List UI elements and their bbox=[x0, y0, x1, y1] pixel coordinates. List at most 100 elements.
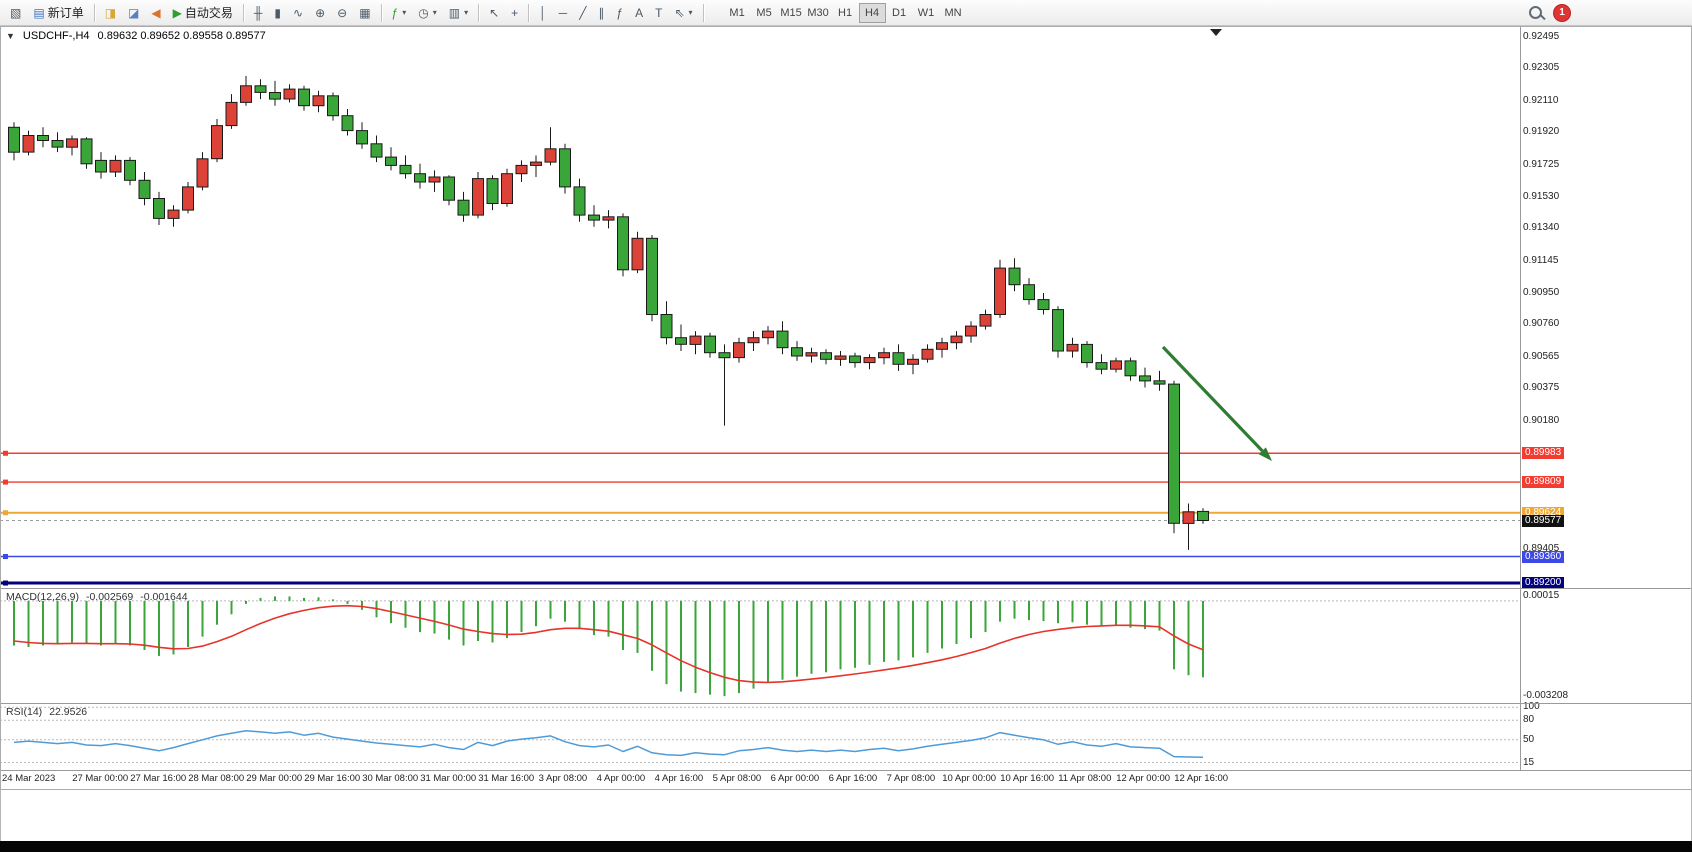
timeframe-m1-button[interactable]: M1 bbox=[724, 3, 751, 23]
search-icon[interactable] bbox=[1529, 6, 1542, 19]
line-handle[interactable] bbox=[3, 479, 8, 485]
candle bbox=[1139, 367, 1151, 388]
trendline-icon: ╱ bbox=[579, 5, 587, 20]
timeframe-h4-button[interactable]: H4 bbox=[858, 2, 886, 23]
price-axis-label: 0.92110 bbox=[1523, 94, 1559, 106]
profiles-button[interactable]: ◪ bbox=[123, 3, 144, 23]
timeframe-m5-button[interactable]: M5 bbox=[751, 3, 778, 23]
arrow-annotation[interactable] bbox=[1161, 345, 1264, 453]
macd-panel[interactable] bbox=[0, 589, 1520, 703]
timeframe-h1-button[interactable]: H1 bbox=[832, 3, 859, 23]
channel-button[interactable]: ∥ bbox=[593, 3, 609, 23]
candle bbox=[965, 321, 977, 343]
candle bbox=[167, 205, 180, 227]
cursor-button[interactable]: ↖ bbox=[484, 3, 504, 23]
toolbar-divider bbox=[478, 3, 480, 22]
candle bbox=[1008, 258, 1021, 292]
horizontal-line-button[interactable]: ─ bbox=[554, 3, 573, 23]
candle bbox=[269, 80, 281, 106]
timeframe-d1-button[interactable]: D1 bbox=[886, 3, 913, 23]
notification-badge[interactable]: 1 bbox=[1554, 4, 1570, 21]
time-axis-label: 11 Apr 08:00 bbox=[1058, 773, 1112, 784]
candle bbox=[414, 163, 426, 189]
panel-separator[interactable] bbox=[0, 703, 1692, 704]
toolbar-right-group: 1 bbox=[1529, 4, 1688, 21]
candle bbox=[1081, 341, 1093, 368]
alerts-button[interactable]: ◀ bbox=[146, 3, 165, 23]
rsi-axis-label: 50 bbox=[1523, 733, 1535, 745]
time-axis-separator bbox=[0, 770, 1692, 771]
candle bbox=[385, 147, 397, 171]
shift-marker-icon[interactable] bbox=[1210, 29, 1222, 36]
price-line-label: 0.89809 bbox=[1522, 476, 1565, 489]
bar-chart-mode-button[interactable]: ╫ bbox=[249, 3, 268, 23]
toolbar-divider bbox=[702, 3, 704, 22]
timeframe-m30-button[interactable]: M30 bbox=[805, 3, 832, 23]
crosshair-icon: + bbox=[511, 5, 519, 20]
new-chart-button[interactable]: ▧ bbox=[5, 3, 26, 23]
candle bbox=[1182, 503, 1195, 550]
text-icon: A bbox=[635, 5, 644, 20]
time-axis-label: 31 Mar 00:00 bbox=[420, 773, 477, 784]
line-handle[interactable] bbox=[3, 510, 8, 516]
candle bbox=[1023, 278, 1035, 305]
candle bbox=[617, 213, 629, 277]
timeframe-m15-button[interactable]: M15 bbox=[778, 3, 805, 23]
time-axis-label: 29 Mar 00:00 bbox=[246, 773, 303, 784]
trendline-button[interactable]: ╱ bbox=[574, 3, 591, 23]
dropdown-caret-icon: ▾ bbox=[688, 8, 693, 17]
candle bbox=[515, 160, 528, 182]
rsi-panel[interactable] bbox=[0, 704, 1520, 770]
candle-chart-mode-button[interactable]: ▮ bbox=[269, 3, 286, 23]
timeframe-mn-button[interactable]: MN bbox=[940, 3, 967, 23]
vertical-line-icon: │ bbox=[539, 5, 547, 20]
line-handle[interactable] bbox=[3, 580, 8, 586]
line-chart-icon: ∿ bbox=[293, 5, 304, 20]
candle bbox=[399, 155, 412, 179]
autotrading-button[interactable]: ▶ 自动交易 bbox=[168, 3, 238, 23]
time-axis-label: 10 Apr 16:00 bbox=[1000, 773, 1055, 784]
candle bbox=[1110, 357, 1122, 373]
templates-button[interactable]: ▥ ▾ bbox=[444, 3, 473, 23]
candle bbox=[196, 152, 209, 191]
crosshair-button[interactable]: + bbox=[506, 3, 523, 23]
time-axis-label: 27 Mar 00:00 bbox=[72, 773, 129, 784]
clock-icon: ◷ bbox=[418, 5, 429, 20]
line-handle[interactable] bbox=[3, 450, 8, 456]
indicators-icon: ƒ bbox=[391, 5, 399, 20]
candlestick-icon: ▮ bbox=[274, 5, 281, 20]
shapes-button[interactable]: ⇖ ▾ bbox=[669, 3, 697, 23]
text-label-button[interactable]: T bbox=[650, 3, 667, 23]
one-click-trading-toggle[interactable]: ▼ bbox=[6, 31, 15, 41]
time-axis-label: 30 Mar 08:00 bbox=[362, 773, 419, 784]
panel-separator[interactable] bbox=[0, 588, 1692, 589]
candle bbox=[153, 191, 165, 225]
new-chart-icon: ▧ bbox=[10, 5, 22, 20]
price-axis-label: 0.91920 bbox=[1523, 126, 1560, 138]
vertical-line-button[interactable]: │ bbox=[534, 3, 552, 23]
new-order-button[interactable]: ▤ 新订单 bbox=[28, 3, 88, 23]
tile-windows-button[interactable]: ▦ bbox=[354, 3, 375, 23]
line-handle[interactable] bbox=[3, 554, 8, 560]
candle bbox=[443, 175, 455, 206]
timeframe-w1-button[interactable]: W1 bbox=[913, 3, 940, 23]
candle bbox=[124, 157, 136, 186]
periods-button[interactable]: ◷ ▾ bbox=[413, 3, 442, 23]
line-chart-mode-button[interactable]: ∿ bbox=[288, 3, 308, 23]
zoom-out-button[interactable]: ⊖ bbox=[332, 3, 352, 23]
arrow-head[interactable] bbox=[1258, 447, 1272, 461]
candle bbox=[327, 92, 339, 121]
candle bbox=[602, 210, 615, 229]
indicators-button[interactable]: ƒ ▾ bbox=[387, 3, 412, 23]
main-chart[interactable] bbox=[0, 26, 1520, 588]
candle bbox=[646, 235, 658, 322]
zoom-in-button[interactable]: ⊕ bbox=[310, 3, 330, 23]
market-watch-button[interactable]: ◨ bbox=[100, 3, 121, 23]
fibonacci-button[interactable]: ƒ bbox=[611, 3, 628, 23]
text-button[interactable]: A bbox=[630, 3, 648, 23]
symbol-period-label: USDCHF-,H4 bbox=[22, 30, 90, 42]
candle bbox=[1052, 306, 1064, 358]
candle bbox=[8, 122, 20, 161]
price-line-label: 0.89200 bbox=[1522, 577, 1565, 590]
